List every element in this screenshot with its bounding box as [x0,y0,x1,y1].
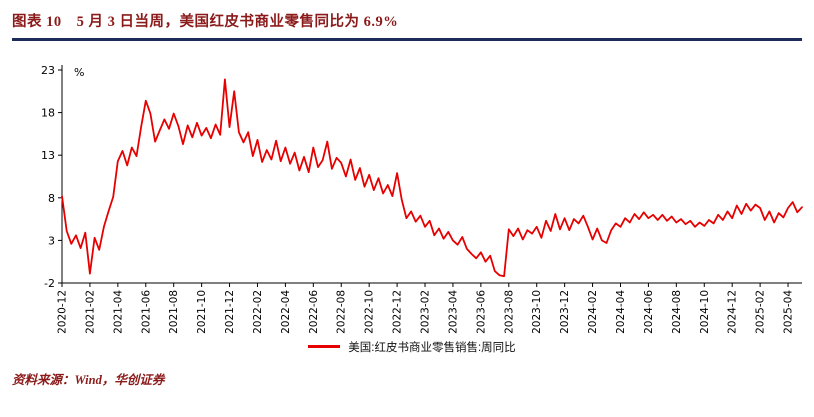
svg-text:2021-06: 2021-06 [140,289,152,333]
legend-line-swatch [308,345,341,348]
svg-text:2021-10: 2021-10 [196,290,208,334]
svg-text:2024-04: 2024-04 [615,289,627,333]
legend-label: 美国:红皮书商业零售销售:周同比 [348,341,516,354]
svg-text:2022-06: 2022-06 [308,289,320,333]
svg-text:2023-12: 2023-12 [559,290,571,334]
svg-text:2025-04: 2025-04 [783,289,795,333]
svg-text:-2: -2 [44,277,55,290]
svg-text:3: 3 [48,234,55,247]
svg-text:2024-06: 2024-06 [643,289,655,333]
svg-text:2021-04: 2021-04 [112,289,124,333]
svg-text:13: 13 [41,149,55,162]
svg-text:2023-02: 2023-02 [420,290,432,334]
svg-text:2023-08: 2023-08 [503,290,515,334]
svg-text:2023-10: 2023-10 [531,290,543,334]
svg-text:8: 8 [48,191,55,204]
chart-legend: 美国:红皮书商业零售销售:周同比 [12,339,812,355]
svg-text:23: 23 [41,64,55,77]
svg-text:2024-02: 2024-02 [587,290,599,334]
source-note: 资料来源：Wind，华创证券 [12,372,165,387]
line-chart: -2 3 8 13 18 23 % 2020-12 2021-02 2021-04 2021-06 2… [41,64,803,334]
svg-text:2022-12: 2022-12 [392,290,404,334]
svg-text:2024-10: 2024-10 [699,290,711,334]
figure-title: 图表 10 5 月 3 日当周，美国红皮书商业零售同比为 6.9% [12,14,399,30]
svg-text:2022-02: 2022-02 [252,290,264,334]
svg-text:%: % [74,66,84,79]
svg-text:2024-08: 2024-08 [671,290,683,334]
svg-text:2021-12: 2021-12 [224,290,236,334]
svg-text:2021-02: 2021-02 [84,290,96,334]
chart-area: -2 3 8 13 18 23% 2020-12 2021-02 2021-04 2021-06 2… [12,45,812,355]
svg-text:2023-06: 2023-06 [475,289,487,333]
svg-text:2022-04: 2022-04 [280,289,292,333]
svg-text:2021-08: 2021-08 [168,290,180,334]
svg-text:2025-02: 2025-02 [755,290,767,334]
svg-text:2024-12: 2024-12 [727,290,739,334]
svg-text:2023-04: 2023-04 [447,289,459,333]
svg-text:2022-08: 2022-08 [336,290,348,334]
svg-text:18: 18 [41,106,55,119]
title-divider [12,38,802,41]
svg-text:2022-10: 2022-10 [364,290,376,334]
svg-text:2020-12: 2020-12 [57,290,69,334]
